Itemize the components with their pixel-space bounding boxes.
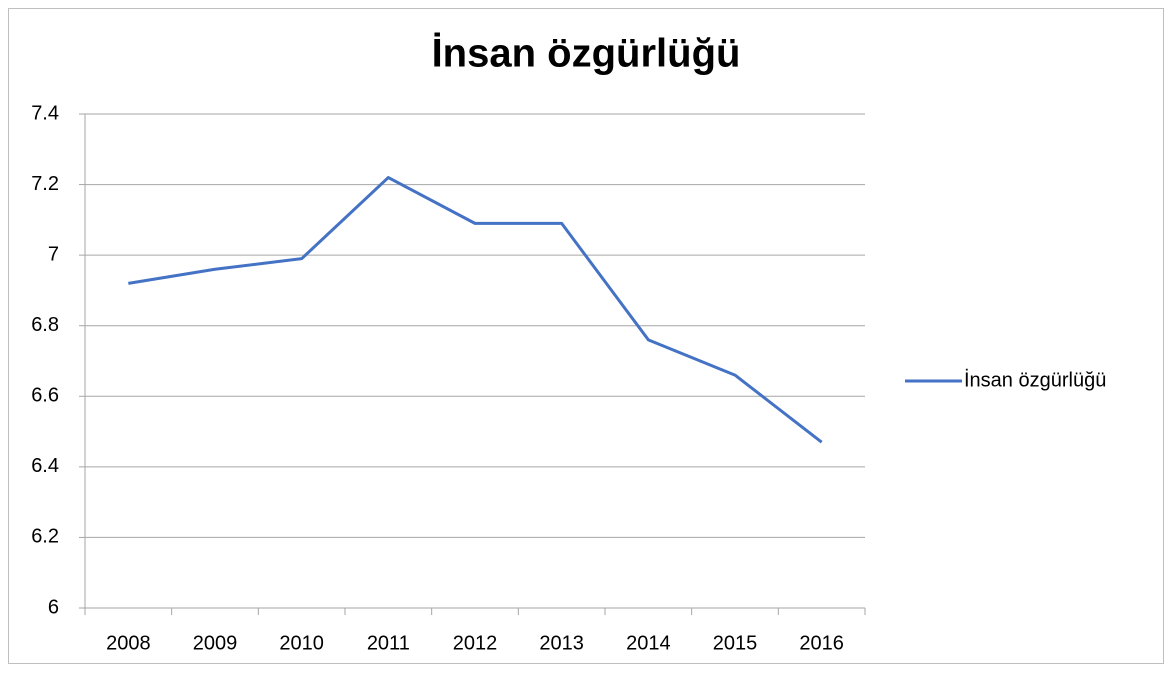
x-tick-label: 2010 [279,632,324,654]
x-tick-label: 2013 [539,632,584,654]
series-line [128,176,823,444]
y-tick-label: 6.2 [31,526,59,548]
x-tick-label: 2014 [626,632,671,654]
chart-title: İnsan özgürlüğü [432,32,741,76]
x-tick-label: 2008 [106,632,151,654]
y-tick-label: 6 [48,596,59,618]
x-tick-label: 2015 [713,632,758,654]
y-tick-label: 7 [48,243,59,265]
y-tick-label: 7.4 [31,102,59,124]
x-tick-label: 2012 [453,632,498,654]
y-tick-label: 6.8 [31,314,59,336]
x-tick-label: 2016 [799,632,844,654]
y-tick-label: 6.6 [31,385,59,407]
y-tick-label: 7.2 [31,173,59,195]
x-tick-label: 2011 [367,632,410,654]
y-tick-label: 6.4 [31,455,59,477]
legend-label: İnsan özgürlüğü [964,368,1106,391]
x-tick-label: 2009 [193,632,238,654]
chart-border [8,8,1164,664]
